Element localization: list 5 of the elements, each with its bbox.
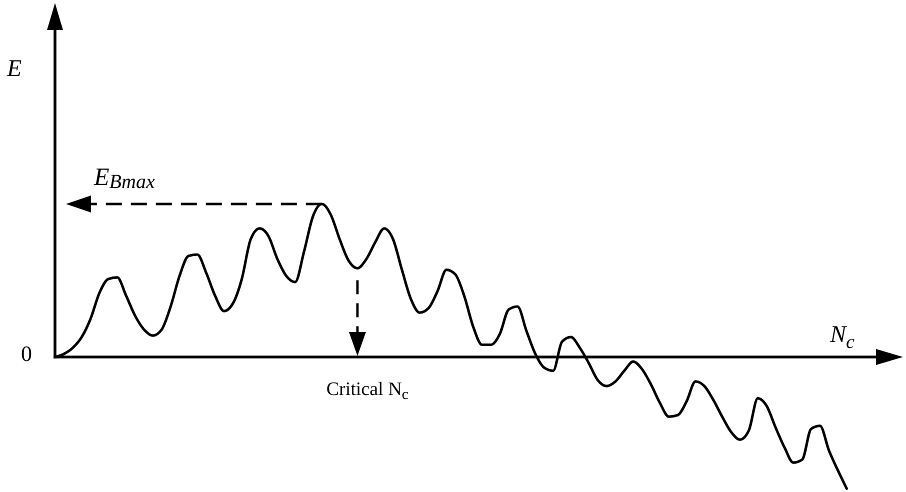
x-axis-title: N$_{c}$: [829, 322, 856, 353]
text: E: [6, 56, 22, 82]
text: 0: [21, 341, 32, 366]
annotation: Critical N$_{c}$: [326, 379, 409, 404]
text: E$_{Bmax}$: [93, 164, 155, 193]
